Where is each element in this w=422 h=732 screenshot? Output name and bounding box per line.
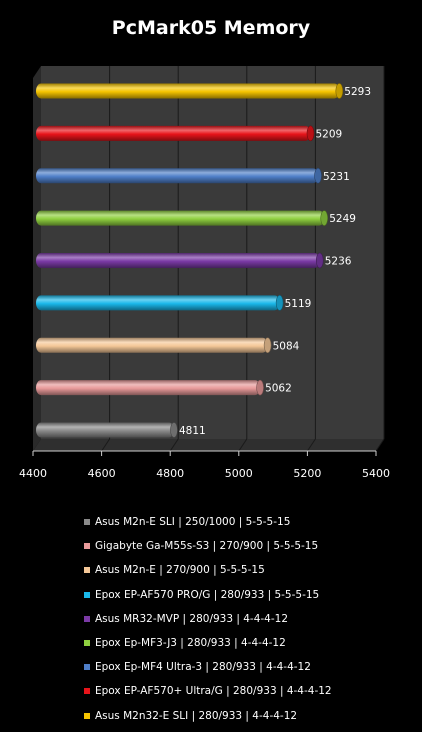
legend-label: Epox Ep-MF3-J3 | 280/933 | 4-4-4-12 [95,637,286,650]
bar-body [36,295,280,311]
legend-item: Asus M2n32-E SLI | 280/933 | 4-4-4-12 [84,704,414,728]
bar-body [36,337,268,353]
legend-swatch [84,567,90,574]
legend-swatch [84,640,90,647]
x-tick-label: 4800 [156,467,184,480]
x-axis: 4400 4600 4800 5000 5200 5400 [19,450,390,480]
legend-label: Epox Ep-MF4 Ultra-3 | 280/933 | 4-4-4-12 [95,661,311,674]
bar-cap [256,379,264,396]
legend-swatch [84,591,90,598]
bar-value-label: 5236 [325,256,352,268]
bar-body [36,380,261,396]
legend-swatch [84,688,90,695]
bar: 5236 [36,252,352,269]
x-tick-label: 5000 [225,467,253,480]
bar-cap [275,295,284,311]
bar: 5231 [36,167,350,184]
legend: Asus M2n-E SLI | 250/1000 | 5-5-5-15 Giga… [84,510,414,728]
legend-label: Asus M2n-E | 270/900 | 5-5-5-15 [95,564,265,577]
bar: 5249 [36,210,356,226]
x-tick-label: 4600 [88,467,116,480]
legend-label: Asus MR32-MVP | 280/933 | 4-4-4-12 [95,612,289,625]
gridline-floor [169,438,179,452]
x-tick-label: 5400 [362,467,390,480]
bar-cap [263,337,272,354]
bar-value-label: 5293 [344,86,371,98]
bar-body [36,125,311,141]
legend-item: Asus M2n-E SLI | 250/1000 | 5-5-5-15 [84,510,414,534]
bar-body [36,210,325,226]
bar-cap [320,210,329,226]
bar: 5119 [36,295,312,311]
legend-swatch [84,664,90,671]
gridline-floor [306,438,316,452]
bar: 5293 [36,83,371,99]
bar-cap [306,125,315,142]
legend-label: Epox EP-AF570 PRO/G | 280/933 | 5-5-5-15 [95,588,320,601]
bar-body [36,422,174,438]
bar-value-label: 4811 [179,425,206,437]
bar: 5209 [36,125,342,142]
bar-value-label: 5062 [265,383,292,395]
gridline-floor [101,438,111,452]
x-tick-label: 4400 [19,467,47,480]
bar-cap [315,252,324,269]
legend-label: Asus M2n-E SLI | 250/1000 | 5-5-5-15 [95,516,291,529]
legend-item: Asus MR32-MVP | 280/933 | 4-4-4-12 [84,607,414,631]
floor [33,439,384,451]
gridline-floor [375,438,385,452]
bars: 5293 5209 5231 5249 5236 5119 5084 5062 4811 [36,83,371,438]
bar-value-label: 5231 [323,171,350,183]
legend-swatch [84,712,90,719]
bar-body [36,83,340,99]
legend-item: Epox EP-AF570 PRO/G | 280/933 | 5-5-5-15 [84,583,414,607]
gridline-floor [238,438,248,452]
legend-label: Epox EP-AF570+ Ultra/G | 280/933 | 4-4-4… [95,685,332,698]
legend-item: Epox EP-AF570+ Ultra/G | 280/933 | 4-4-4… [84,679,414,703]
bar-value-label: 5249 [329,213,356,225]
legend-label: Asus M2n32-E SLI | 280/933 | 4-4-4-12 [95,709,298,722]
bar-value-label: 5209 [315,128,342,140]
bar: 4811 [36,422,206,438]
chart-title: PcMark05 Memory [112,17,311,39]
legend-item: Epox Ep-MF3-J3 | 280/933 | 4-4-4-12 [84,631,414,655]
bar-body [36,168,319,184]
bar-cap [335,83,344,99]
legend-swatch [84,543,90,550]
bar-value-label: 5084 [273,340,300,352]
legend-item: Asus M2n-E | 270/900 | 5-5-5-15 [84,558,414,582]
legend-swatch [84,519,90,526]
bar-body [36,253,320,268]
legend-swatch [84,615,90,622]
bar: 5062 [36,379,292,396]
bar-value-label: 5119 [285,298,312,310]
legend-item: Gigabyte Ga-M55s-S3 | 270/900 | 5-5-5-15 [84,534,414,558]
bar-cap [170,422,178,438]
x-tick-label: 5200 [293,467,321,480]
legend-label: Gigabyte Ga-M55s-S3 | 270/900 | 5-5-5-15 [95,540,319,553]
bar: 5084 [36,337,300,354]
bar-cap [314,167,322,184]
legend-item: Epox Ep-MF4 Ultra-3 | 280/933 | 4-4-4-12 [84,655,414,679]
